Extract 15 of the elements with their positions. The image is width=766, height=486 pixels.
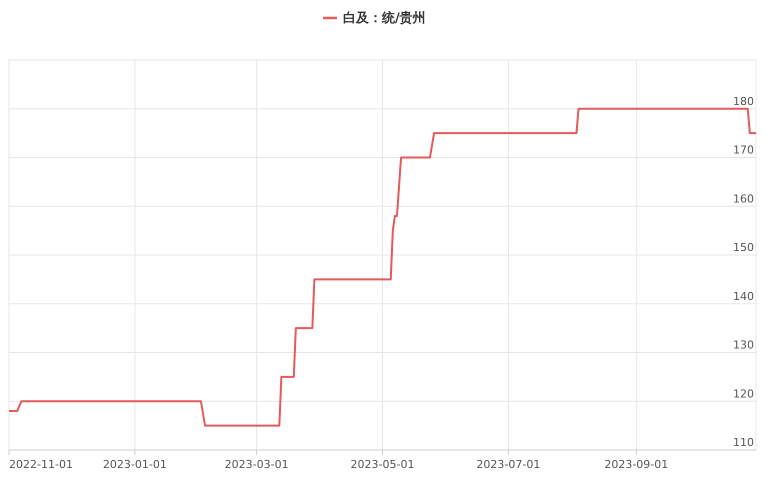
y-tick-label: 110: [733, 436, 754, 449]
y-tick-label: 150: [733, 241, 754, 254]
x-tick-label: 2022-11-01: [9, 458, 73, 471]
y-tick-label: 120: [733, 387, 754, 400]
y-tick-label: 130: [733, 338, 754, 352]
y-tick-label: 160: [733, 192, 754, 206]
x-tick-label: 2023-03-01: [224, 458, 289, 471]
x-tick-label: 2023-01-01: [102, 458, 167, 471]
x-tick-label: 2023-05-01: [350, 458, 414, 471]
y-tick-label: 170: [733, 144, 754, 156]
legend-label: 白及：统/贵州: [343, 10, 426, 26]
y-tick-label: 140: [733, 290, 754, 303]
x-tick-label: 2023-09-01: [604, 458, 668, 471]
y-tick-label: 180: [733, 94, 754, 108]
x-tick-label: 2023-07-01: [476, 458, 540, 471]
